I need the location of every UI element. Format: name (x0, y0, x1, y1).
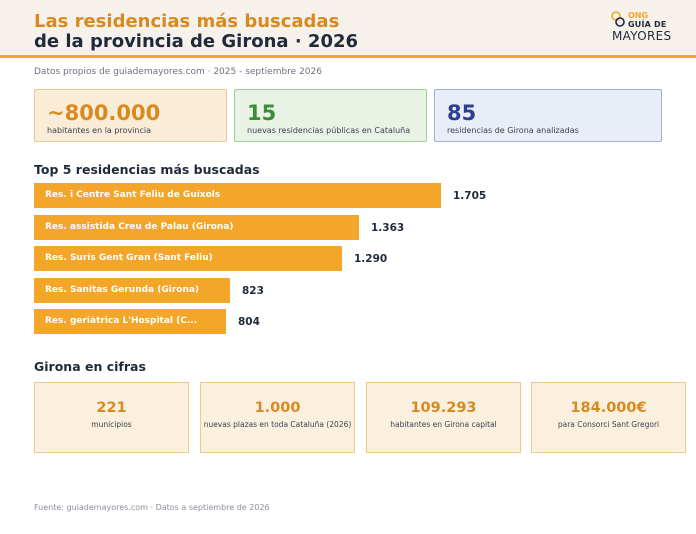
logo-guia: GUÍA DE (628, 20, 667, 29)
cifra-label: para Consorci Sant Gregori (557, 420, 660, 429)
cifra-value: 109.293 (410, 400, 477, 416)
logo: ONG GUÍA DE MAYORES (608, 10, 678, 46)
bar: Res. i Centre Sant Feliu de Guíxols (34, 183, 441, 208)
bar: Res. Surís Gent Gran (Sant Feliu) (34, 246, 342, 271)
cifra-value: 184.000€ (570, 400, 647, 416)
cifra-value: 1.000 (254, 400, 301, 416)
cifra-card-plazas: 1.000 nuevas plazas en toda Cataluña (20… (200, 382, 355, 453)
bar-value-label: 804 (238, 316, 260, 328)
bar: Res. assistida Creu de Palau (Girona) (34, 215, 359, 240)
chart-title: Top 5 residencias más buscadas (34, 162, 260, 177)
cifra-label: nuevas plazas en toda Cataluña (2026) (203, 420, 352, 429)
bar-value-label: 1.705 (453, 190, 487, 202)
kpi-label: residencias de Girona analizadas (447, 126, 579, 135)
bar-label: Res. Sanitas Gerunda (Girona) (45, 285, 200, 295)
kpi-value: 15 (247, 101, 277, 125)
cifras-title: Girona en cifras (34, 359, 146, 374)
cifra-card-habitantes: 109.293 habitantes en Girona capital (366, 382, 521, 453)
kpi-card-population: ~800.000 habitantes en la provincia (34, 89, 227, 142)
cifra-value: 221 (96, 400, 127, 416)
kpi-value: ~800.000 (47, 101, 161, 125)
subtitle: Datos propios de guiademayores.com · 202… (34, 67, 322, 77)
bar: Res. Sanitas Gerunda (Girona) (34, 278, 230, 303)
footer-source: Fuente: guiademayores.com · Datos a sept… (34, 503, 270, 512)
bar-label: Res. Surís Gent Gran (Sant Feliu) (45, 253, 213, 263)
cifra-label: habitantes en Girona capital (390, 420, 497, 429)
cifra-card-consorci: 184.000€ para Consorci Sant Gregori (531, 382, 686, 453)
bar-chart: Res. i Centre Sant Feliu de Guíxols 1.705… (34, 183, 654, 339)
header: Las residencias más buscadas de la provi… (0, 0, 696, 58)
hearts-icon (611, 11, 625, 27)
bar-value-label: 1.290 (354, 253, 388, 265)
cifra-card-municipios: 221 municipios (34, 382, 189, 453)
page-title-line2: de la provincia de Girona · 2026 (34, 31, 359, 52)
bar-label: Res. geriàtrica L'Hospital (C... (45, 316, 198, 326)
bar: Res. geriàtrica L'Hospital (C... (34, 309, 226, 334)
page-title-line1: Las residencias más buscadas (34, 11, 340, 32)
logo-mayores: MAYORES (612, 29, 672, 43)
kpi-value: 85 (447, 101, 477, 125)
kpi-label: nuevas residencias públicas en Cataluña (247, 126, 411, 135)
kpi-card-analyzed: 85 residencias de Girona analizadas (434, 89, 662, 142)
bar-value-label: 823 (242, 285, 264, 297)
bar-label: Res. assistida Creu de Palau (Girona) (45, 222, 234, 232)
logo-ong: ONG (628, 11, 649, 20)
bar-value-label: 1.363 (371, 222, 405, 234)
cifra-label: municipios (91, 420, 132, 429)
bar-label: Res. i Centre Sant Feliu de Guíxols (45, 190, 221, 200)
kpi-label: habitantes en la provincia (47, 126, 151, 135)
kpi-card-new-residences: 15 nuevas residencias públicas en Catalu… (234, 89, 427, 142)
